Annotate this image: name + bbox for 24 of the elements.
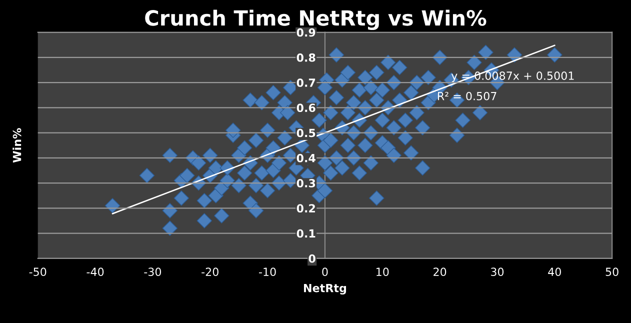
y-tick-label: 0.6 [296, 104, 316, 112]
x-tick-label: -30 [144, 268, 162, 276]
annotation: R² = 0.507 [438, 92, 496, 100]
x-tick-label: -50 [29, 268, 46, 276]
y-tick-label: 0.7 [296, 78, 316, 87]
x-tick-label: -10 [259, 268, 276, 276]
x-tick-label: -20 [202, 268, 218, 276]
y-tick-label: 0.3 [296, 179, 316, 188]
y-tick-label: 0.8 [296, 53, 316, 62]
x-tick-label: 50 [606, 268, 618, 276]
x-axis-title: NetRtg [304, 284, 346, 294]
y-tick-label: 0.4 [296, 154, 316, 162]
x-tick-label: 40 [548, 268, 561, 276]
y-tick-label: 0.1 [296, 229, 316, 238]
x-tick-label: 0 [322, 268, 328, 276]
x-tick-label: 10 [376, 268, 389, 276]
x-tick-label: 30 [491, 268, 504, 276]
y-axis-title: Win% [12, 128, 22, 163]
x-tick-label: -40 [86, 268, 104, 276]
y-tick-label: 0.9 [296, 28, 316, 37]
y-tick-label: 0.5 [296, 128, 316, 138]
y-tick-label: 0 [308, 254, 316, 263]
x-tick-label: 20 [434, 268, 446, 276]
y-tick-label: 0.2 [296, 204, 315, 213]
